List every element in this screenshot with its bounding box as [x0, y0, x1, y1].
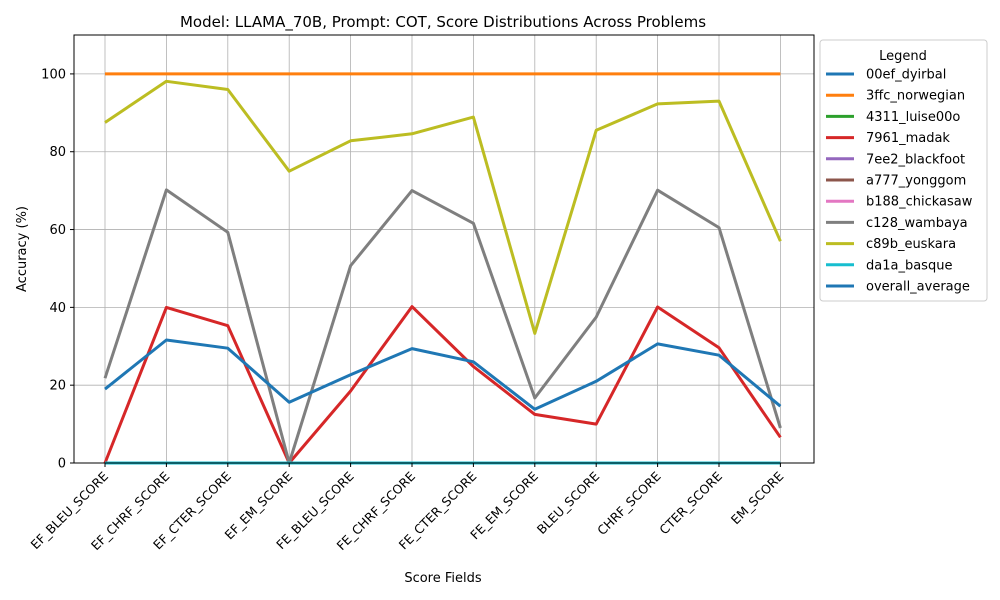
series-lines — [103, 72, 782, 465]
series-line-7961_madak — [103, 305, 782, 465]
y-tick-label: 60 — [49, 223, 66, 238]
series-line-c89b_euskara — [104, 79, 782, 335]
legend-label: a777_yonggom — [866, 174, 966, 189]
legend-label: da1a_basque — [866, 258, 952, 273]
y-axis-label: Accuracy (%) — [15, 206, 30, 292]
legend-label: c128_wambaya — [866, 216, 968, 231]
grid-lines — [74, 35, 814, 464]
legend-title: Legend — [879, 49, 927, 64]
series-line-c128_wambaya — [103, 188, 782, 465]
legend-label: 4311_luise00o — [866, 110, 960, 125]
legend-label: 7961_madak — [866, 131, 950, 146]
x-axis-label: Score Fields — [404, 571, 482, 586]
legend-label: 3ffc_norwegian — [866, 89, 965, 104]
x-tick-label: CHRF_SCORE — [594, 468, 664, 538]
legend-label: overall_average — [866, 280, 970, 295]
x-tick-label: BLEU_SCORE — [534, 468, 603, 537]
y-tick-label: 100 — [41, 67, 66, 82]
y-tick-label: 40 — [49, 301, 66, 316]
y-tick-label: 20 — [49, 379, 66, 394]
legend: Legend 00ef_dyirbal 3ffc_norwegian 4311_lu… — [819, 39, 988, 302]
legend-label: b188_chickasaw — [866, 195, 973, 210]
chart-title: Model: LLAMA_70B, Prompt: COT, Score Dis… — [180, 13, 706, 32]
legend-label: 7ee2_blackfoot — [866, 152, 965, 167]
legend-box — [819, 39, 988, 302]
x-axis-ticks: EF_BLEU_SCOREEF_CHRF_SCOREEF_CTER_SCOREE… — [27, 463, 787, 553]
x-tick-label: EM_SCORE — [728, 468, 787, 527]
y-tick-label: 80 — [49, 145, 66, 160]
series-line-overall_average — [104, 338, 782, 411]
legend-label: c89b_euskara — [866, 237, 956, 252]
legend-items: 00ef_dyirbal 3ffc_norwegian 4311_luise00o 7… — [826, 68, 973, 295]
y-axis-ticks: 0 20 40 60 80 100 — [41, 67, 74, 472]
legend-label: 00ef_dyirbal — [866, 68, 946, 83]
plot-area-frame — [73, 34, 815, 464]
x-tick-label: CTER_SCORE — [656, 468, 725, 537]
y-tick-label: 0 — [58, 457, 66, 472]
